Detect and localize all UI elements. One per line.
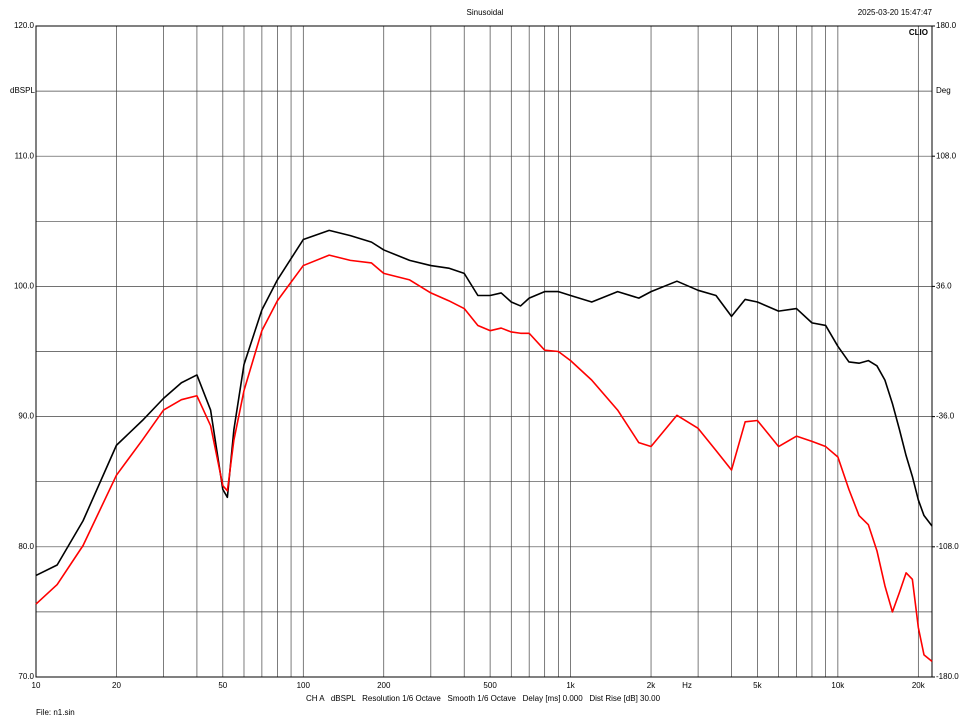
chart-title: Sinusoidal — [467, 8, 504, 17]
x-tick-label: 10 — [32, 681, 41, 690]
y2-tick-label: 36.0 — [936, 282, 952, 291]
y2-tick-label: -180.0 — [936, 672, 959, 681]
x-tick-label: 1k — [566, 681, 575, 690]
y-axis-label: dBSPL — [10, 86, 35, 95]
y2-tick-label: -108.0 — [936, 542, 959, 551]
file-name: File: n1.sin — [36, 708, 75, 717]
y-tick-label: 90.0 — [18, 412, 34, 421]
x-tick-label: 20 — [112, 681, 121, 690]
y2-tick-label: 180.0 — [936, 21, 957, 30]
x-tick-label: 500 — [483, 681, 497, 690]
y-tick-label: 110.0 — [15, 151, 35, 160]
x-tick-label: 200 — [377, 681, 391, 690]
x-tick-label: 5k — [753, 681, 762, 690]
y2-tick-label: 108.0 — [936, 151, 957, 160]
y-tick-label: 70.0 — [18, 672, 34, 681]
x-tick-label: 2k — [647, 681, 656, 690]
x-tick-label: 100 — [297, 681, 311, 690]
y2-tick-label: -36.0 — [936, 412, 955, 421]
y-tick-label: 100.0 — [14, 282, 35, 291]
data-line — [35, 254, 933, 663]
x-axis-label: Hz — [682, 681, 692, 690]
timestamp: 2025-03-20 15:47:47 — [858, 8, 933, 17]
y-tick-label: 120.0 — [14, 21, 35, 30]
x-tick-label: 50 — [218, 681, 227, 690]
footer-info: CH A dBSPL Resolution 1/6 Octave Smooth … — [306, 694, 661, 703]
y-tick-label: 80.0 — [18, 542, 34, 551]
x-tick-label: 10k — [831, 681, 845, 690]
data-line — [35, 229, 933, 577]
x-tick-label: 20k — [912, 681, 926, 690]
y2-axis-label: Deg — [936, 86, 951, 95]
plot-border — [35, 25, 933, 678]
